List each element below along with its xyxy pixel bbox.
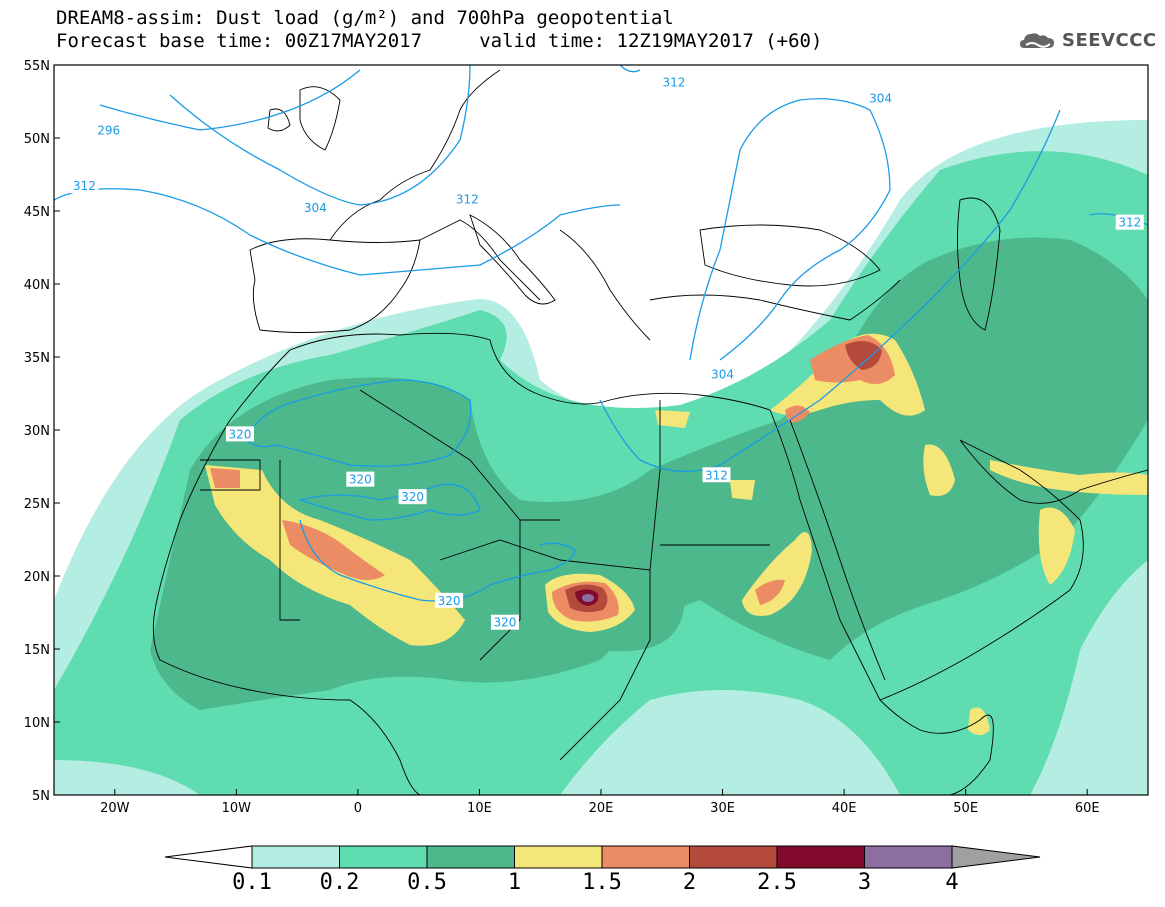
lon-tick-label: 40E [832,801,857,816]
contour-label: 312 [456,192,479,206]
dust-load-field [54,65,1148,795]
contour-labels: 296 304 312 312 312 304 312 304 312 320 320 320 320 3… [70,74,1144,630]
contour-label: 320 [349,473,372,487]
lat-tick-label: 15N [24,643,50,658]
colorbar-label: 1.5 [582,870,622,895]
geopotential-contours [54,65,1148,602]
cloud-logo-icon [1020,33,1054,48]
lon-tick-label: 10E [467,801,492,816]
colorbar-swatch [514,845,603,869]
lat-tick-label: 20N [24,570,50,585]
contour-label: 304 [304,201,327,215]
contour-label-bg [70,178,99,194]
map-title-line2: Forecast base time: 00Z17MAY2017 valid t… [56,30,823,52]
contour-label-bg [453,191,482,207]
colorbar-label: 0.1 [232,870,272,895]
contour-label: 312 [705,468,728,482]
colorbar-label: 2.5 [757,870,797,895]
colorbar-swatch [251,845,340,869]
map-title-line1: DREAM8-assim: Dust load (g/m²) and 700hP… [56,7,674,29]
contour-label-bg [225,426,254,442]
colorbar-label: 0.2 [319,870,360,895]
contour-label-bg [301,200,330,216]
colorbar-swatch [864,845,953,869]
contour-label: 312 [662,76,685,90]
lat-tick-label: 30N [24,424,50,439]
contour-label: 312 [1118,216,1141,230]
colorbar-right-arrow [951,845,1041,869]
lat-tick-label: 50N [24,132,50,147]
colorbar-swatch [601,845,690,869]
contour-label-bg [490,614,519,630]
lon-tick-label: 50E [953,801,978,816]
lon-tick-label: 30E [710,801,735,816]
contour-label-bg [94,122,123,138]
colorbar-swatch [339,845,428,869]
contour-label-bg [1115,214,1144,230]
contour-label: 320 [494,616,517,630]
colorbar-label: 1 [507,870,522,895]
colorbar-swatch [689,845,778,869]
lon-tick-label: 10W [222,801,252,816]
colorbar [164,845,1041,869]
contour-label-bg [866,90,895,106]
lon-tick-label: 60E [1075,801,1100,816]
lat-tick-label: 55N [24,59,50,74]
logo-text: SEEVCCC [1062,30,1157,51]
lat-tick-label: 10N [24,716,50,731]
coastline-borders [152,69,1148,795]
lon-tick-label: 0 [354,801,362,816]
lon-tick-label: 20W [100,801,130,816]
contour-label-bg [659,74,688,90]
contour-label: 312 [73,179,96,193]
contour-label: 304 [711,368,734,382]
contour-label-bg [708,366,737,382]
contour-label: 320 [438,594,461,608]
contour-label: 304 [869,92,892,106]
colorbar-label: 3 [857,870,872,895]
lon-tick-label: 20E [589,801,614,816]
contour-label-bg [346,471,375,487]
lat-tick-label: 45N [24,205,50,220]
longitude-axis: 20W 10W 0 10E 20E 30E 40E 50E 60E [100,789,1100,816]
colorbar-left-arrow [164,845,253,869]
contour-label: 320 [401,490,424,504]
latitude-axis: 55N 50N 45N 40N 35N 30N 25N 20N 15N 10N 5N [24,59,60,804]
contour-label: 320 [229,427,252,441]
colorbar-swatch [426,845,515,869]
contour-label: 296 [97,124,120,138]
lat-tick-label: 5N [32,789,50,804]
contour-label-bg [435,592,464,608]
contour-label-bg [398,489,427,505]
contour-label-bg [702,467,731,483]
lat-tick-label: 25N [24,497,50,512]
lat-tick-label: 40N [24,278,50,293]
colorbar-label: 0.5 [407,870,447,895]
colorbar-label: 2 [682,870,697,895]
lat-tick-label: 35N [24,351,50,366]
colorbar-swatch [776,845,865,869]
colorbar-label: 4 [945,870,959,895]
